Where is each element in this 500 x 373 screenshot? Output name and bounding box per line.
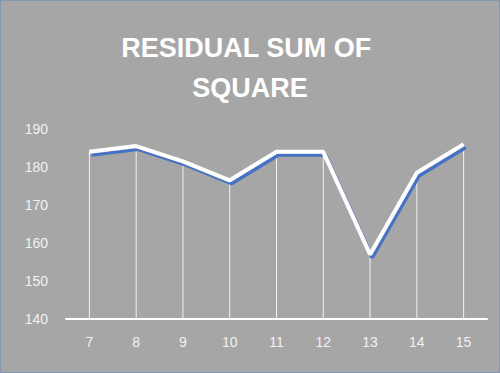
svg-text:12: 12 [315,334,331,350]
svg-text:11: 11 [269,334,284,350]
svg-text:150: 150 [25,273,49,289]
svg-text:14: 14 [409,334,425,350]
svg-text:140: 140 [25,311,49,327]
svg-text:SQUARE: SQUARE [192,73,308,103]
svg-text:7: 7 [85,334,93,350]
svg-text:9: 9 [179,334,187,350]
svg-text:13: 13 [362,334,378,350]
svg-text:RESIDUAL SUM OF: RESIDUAL SUM OF [121,33,379,63]
svg-text:10: 10 [222,334,238,350]
svg-text:15: 15 [456,334,472,350]
svg-text:160: 160 [25,235,49,251]
svg-text:8: 8 [132,334,140,350]
svg-text:170: 170 [25,197,49,213]
svg-text:180: 180 [25,159,49,175]
svg-text:190: 190 [25,121,49,137]
